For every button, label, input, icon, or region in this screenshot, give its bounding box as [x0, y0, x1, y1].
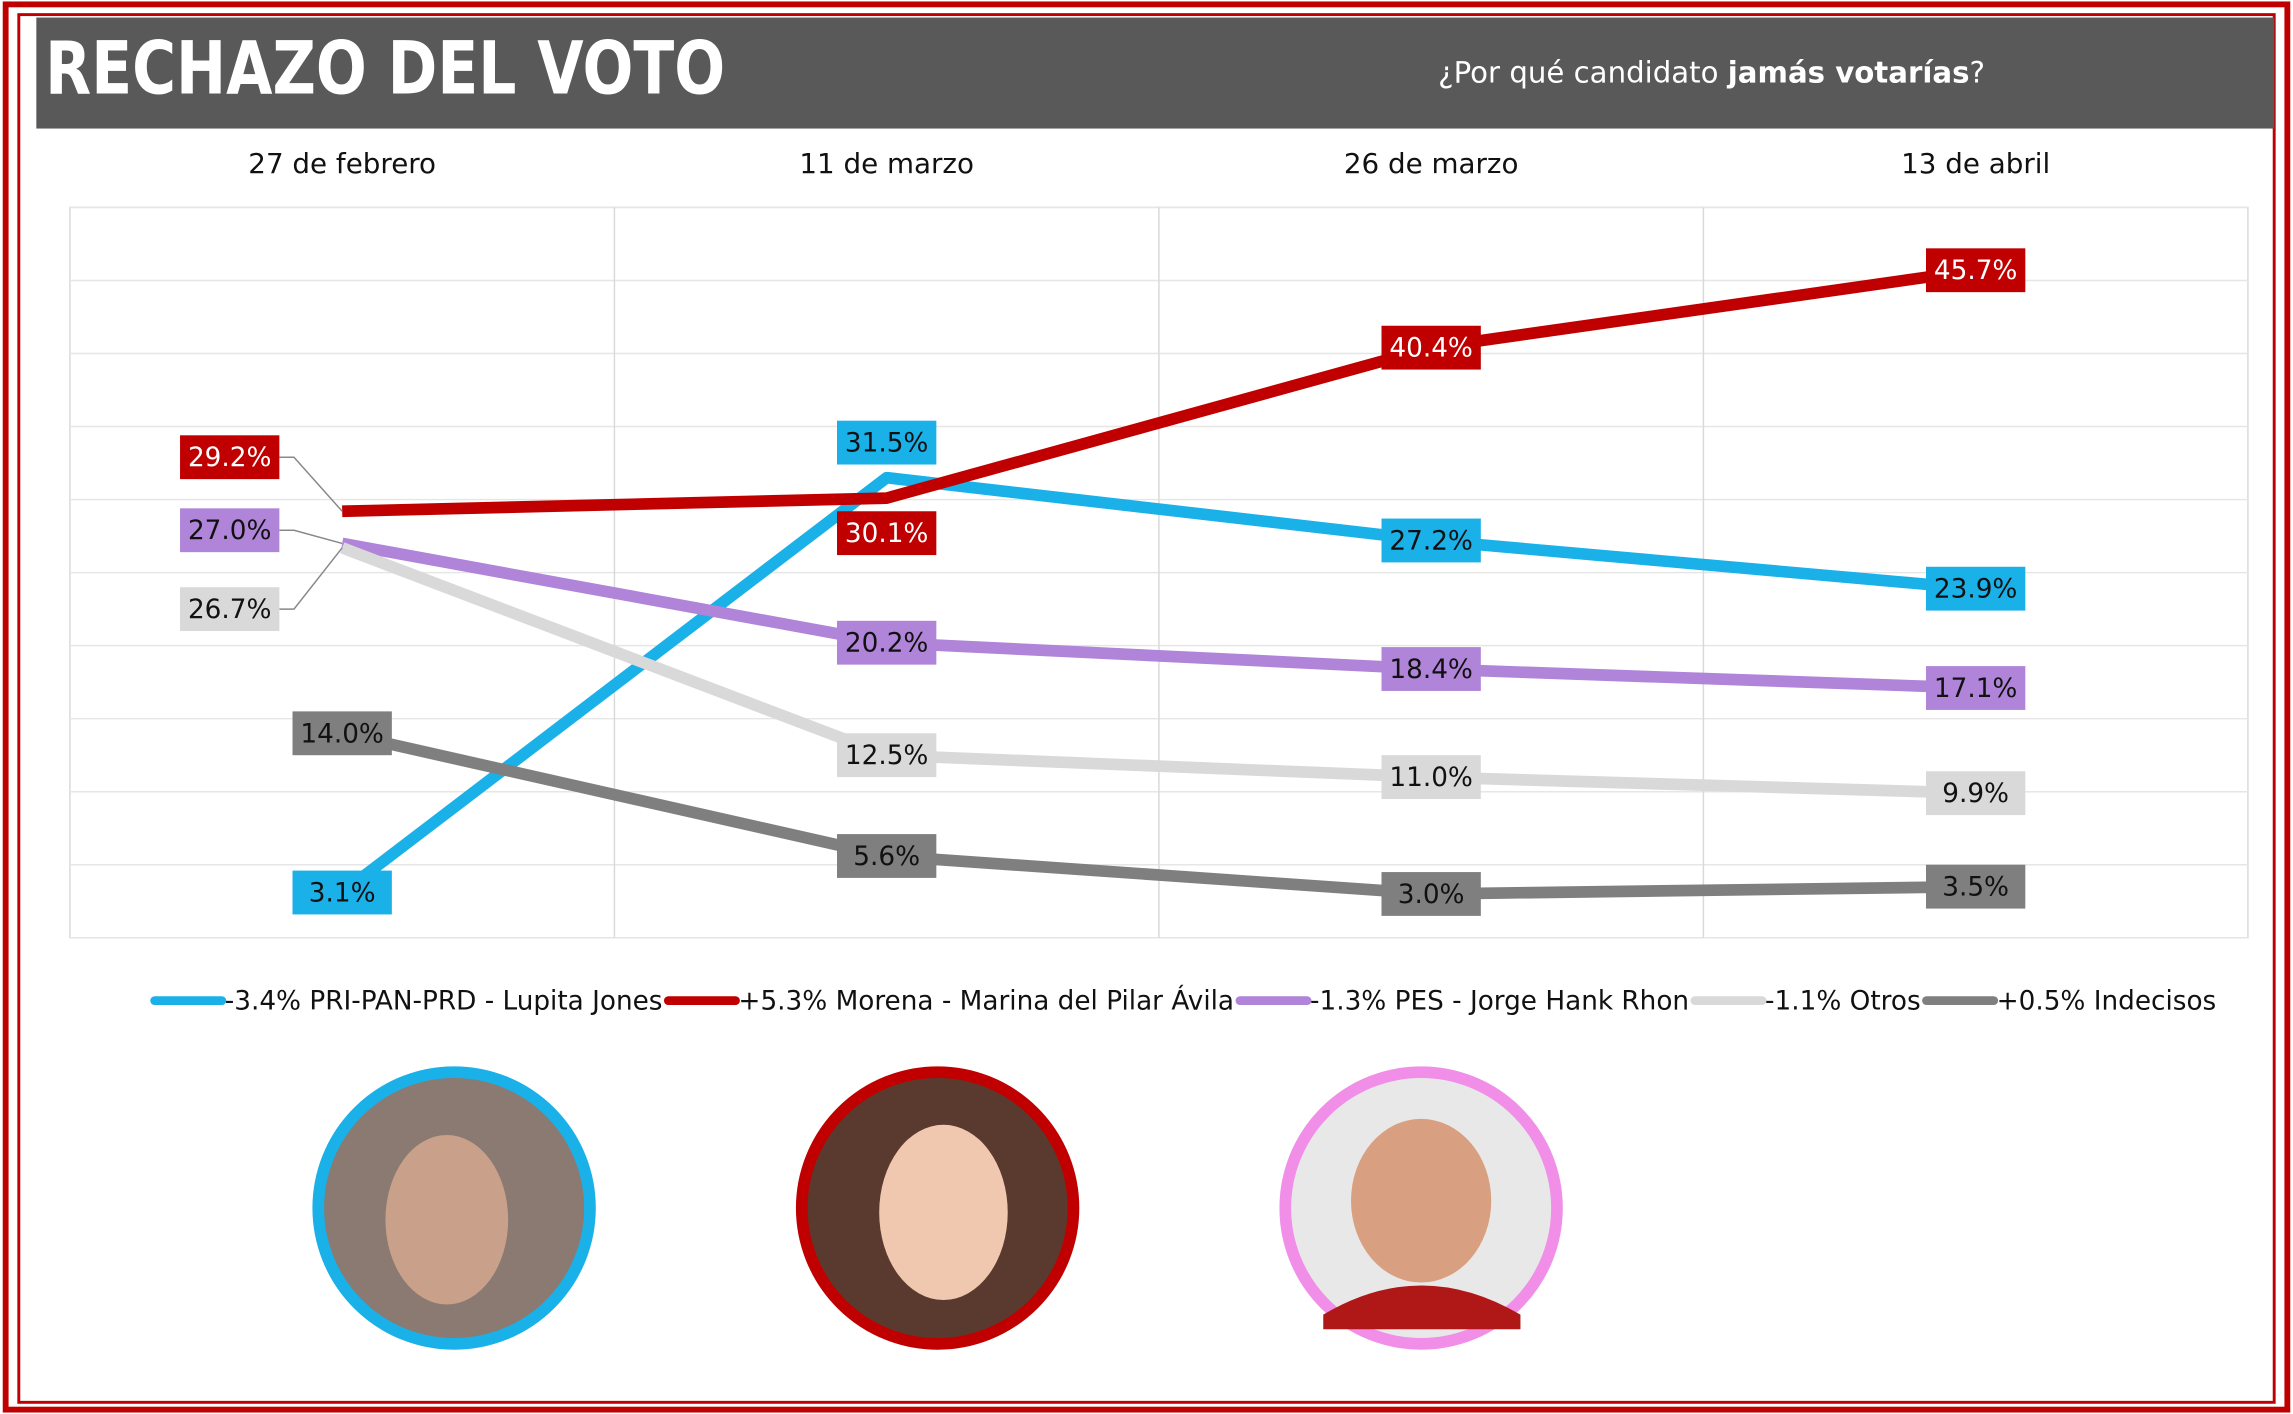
value-label: 30.1% — [845, 519, 929, 549]
value-label-box — [292, 870, 392, 915]
subtitle-part: jamás votarías — [1727, 55, 1970, 89]
photos — [312, 1066, 1563, 1350]
subtitle-part: ¿Por qué candidato — [1438, 55, 1718, 89]
value-label-box — [180, 435, 280, 480]
value-label-box — [837, 620, 937, 665]
legend-label: +5.3% Morena - Marina del Pilar Ávila — [738, 985, 1234, 1017]
value-label: 29.2% — [188, 443, 272, 473]
value-label: 26.7% — [188, 595, 272, 625]
series-line — [340, 727, 1976, 900]
value-label: 18.4% — [1389, 655, 1473, 685]
subtitle-part: ? — [1969, 55, 1985, 89]
leader-line — [279, 547, 343, 610]
x-tick-label: 11 de marzo — [799, 147, 974, 180]
value-label-box — [837, 511, 937, 556]
photo-face — [879, 1124, 1008, 1301]
value-label-box — [1381, 647, 1481, 691]
photo-face — [1351, 1118, 1492, 1283]
value-label-box — [180, 508, 280, 553]
value-label: 3.0% — [1398, 880, 1465, 910]
value-label-box — [837, 420, 937, 465]
x-tick-label: 27 de febrero — [248, 147, 436, 180]
value-label-box — [837, 834, 937, 878]
series-line — [340, 542, 1976, 800]
value-label-box — [1381, 325, 1481, 370]
value-label: 45.7% — [1934, 256, 2018, 286]
series-line — [341, 537, 1976, 694]
value-label: 11.0% — [1389, 763, 1473, 793]
legend-label: -1.1% Otros — [1765, 987, 1921, 1017]
value-label-box — [1925, 771, 2026, 816]
series-line — [338, 471, 1977, 898]
value-label-box — [1925, 248, 2026, 293]
value-label-box — [1381, 518, 1481, 563]
inner-frame — [17, 13, 2276, 1404]
photo-face — [385, 1134, 509, 1305]
value-label: 27.2% — [1389, 526, 1473, 556]
value-label: 27.0% — [188, 516, 272, 546]
value-label: 40.4% — [1389, 334, 1473, 364]
value-label-box — [292, 711, 392, 756]
value-label-box — [1381, 755, 1481, 800]
value-label: 3.1% — [309, 878, 376, 908]
x-tick-label: 13 de abril — [1901, 147, 2050, 180]
header-bar — [36, 17, 2275, 129]
value-label-box — [180, 587, 280, 632]
leader-line — [279, 456, 343, 512]
value-label: 9.9% — [1942, 779, 2009, 809]
value-label: 5.6% — [853, 842, 920, 872]
value-label-box — [1925, 566, 2026, 611]
leader-line — [279, 529, 343, 545]
legend-label: +0.5% Indecisos — [1997, 987, 2217, 1017]
value-label-box — [1925, 864, 2026, 909]
value-label: 14.0% — [300, 719, 384, 749]
legend-label: -3.4% PRI-PAN-PRD - Lupita Jones — [225, 987, 663, 1017]
value-label-box — [1381, 872, 1481, 916]
series-line — [342, 264, 1977, 518]
chart-subtitle: ¿Por qué candidato jamás votarías? — [1438, 55, 1985, 89]
value-label: 20.2% — [845, 629, 929, 659]
value-label-box — [837, 733, 937, 778]
value-label-box — [1925, 666, 2026, 710]
legend-label: -1.3% PES - Jorge Hank Rhon — [1310, 987, 1689, 1017]
value-label: 17.1% — [1934, 674, 2018, 704]
value-label: 12.5% — [845, 741, 929, 771]
chart-title: RECHAZO DEL VOTO — [45, 26, 725, 111]
x-tick-label: 26 de marzo — [1344, 147, 1519, 180]
value-label: 23.9% — [1934, 575, 2018, 605]
value-label: 3.5% — [1942, 873, 2009, 903]
photo-shirt — [1323, 1285, 1521, 1330]
value-label: 31.5% — [845, 429, 929, 459]
